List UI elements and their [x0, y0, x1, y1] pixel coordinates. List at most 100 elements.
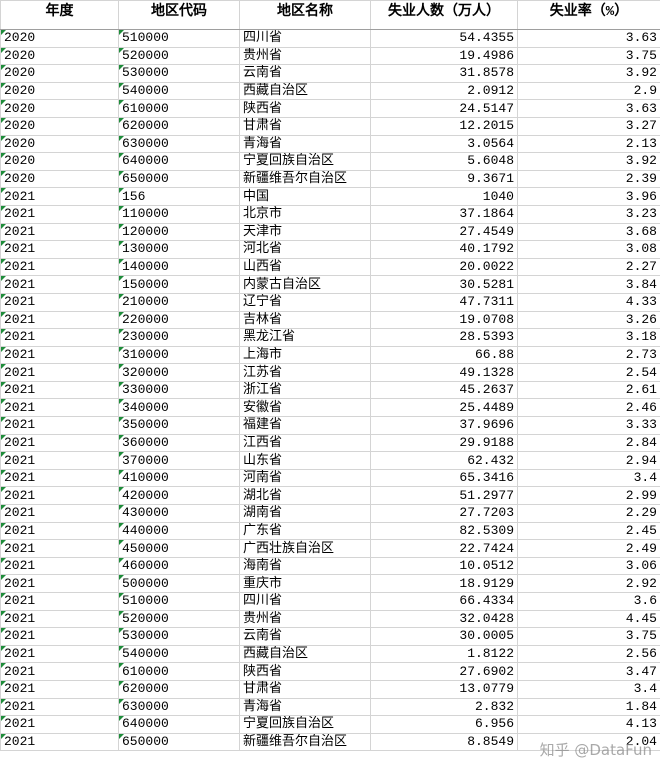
table-cell: 3.92 — [517, 152, 660, 171]
table-cell: 2021 — [0, 504, 119, 523]
table-row: 2020 620000 甘肃省 12.2015 3.27 — [0, 116, 660, 136]
table-row: 2021 440000 广东省 82.5309 2.45 — [0, 521, 660, 541]
table-cell: 2020 — [0, 29, 119, 48]
table-cell: 吉林省 — [239, 310, 371, 330]
table-cell: 156 — [118, 187, 240, 206]
table-cell: 2.13 — [517, 134, 660, 154]
table-row: 2021 220000 吉林省 19.0708 3.26 — [0, 310, 660, 330]
table-cell: 2021 — [0, 592, 119, 611]
table-cell: 51.2977 — [370, 486, 518, 506]
table-cell: 3.4 — [517, 679, 660, 699]
table-cell: 3.63 — [517, 29, 660, 48]
table-cell: 18.9129 — [370, 574, 518, 593]
table-row: 2020 610000 陕西省 24.5147 3.63 — [0, 99, 660, 118]
table-cell: 27.7203 — [370, 504, 518, 523]
data-table: 年度 地区代码 地区名称 失业人数（万人） 失业率（%） 2020 510000 四川省 54… — [0, 0, 660, 752]
table-cell: 27.6902 — [370, 662, 518, 681]
table-cell: 2021 — [0, 468, 119, 488]
table-cell: 630000 — [118, 134, 240, 154]
table-cell: 上海市 — [239, 345, 371, 365]
table-cell: 37.1864 — [370, 204, 518, 224]
table-row: 2020 630000 青海省 3.0564 2.13 — [0, 134, 660, 154]
table-cell: 2.39 — [517, 169, 660, 189]
table-row: 2021 610000 陕西省 27.6902 3.47 — [0, 662, 660, 681]
table-row: 2020 510000 四川省 54.4355 3.63 — [0, 29, 660, 48]
table-cell: 湖南省 — [239, 504, 371, 523]
table-cell: 1.8122 — [370, 644, 518, 664]
table-cell: 2020 — [0, 169, 119, 189]
table-cell: 110000 — [118, 204, 240, 224]
table-cell: 460000 — [118, 556, 240, 576]
table-cell: 2021 — [0, 662, 119, 681]
table-row: 2021 530000 云南省 30.0005 3.75 — [0, 627, 660, 646]
table-cell: 2.84 — [517, 433, 660, 453]
table-cell: 2.832 — [370, 697, 518, 717]
table-cell: 甘肃省 — [239, 679, 371, 699]
table-cell: 450000 — [118, 539, 240, 558]
table-cell: 30.5281 — [370, 275, 518, 294]
table-cell: 海南省 — [239, 556, 371, 576]
table-cell: 29.9188 — [370, 433, 518, 453]
table-cell: 410000 — [118, 468, 240, 488]
table-cell: 3.0564 — [370, 134, 518, 154]
table-cell: 510000 — [118, 29, 240, 48]
table-row: 2021 130000 河北省 40.1792 3.08 — [0, 240, 660, 259]
table-row: 2021 150000 内蒙古自治区 30.5281 3.84 — [0, 275, 660, 294]
table-cell: 140000 — [118, 257, 240, 277]
table-cell: 620000 — [118, 116, 240, 136]
table-cell: 610000 — [118, 99, 240, 118]
header-row: 年度 地区代码 地区名称 失业人数（万人） 失业率（%） — [0, 0, 660, 30]
table-cell: 310000 — [118, 345, 240, 365]
table-row: 2020 530000 云南省 31.8578 3.92 — [0, 64, 660, 83]
table-cell: 新疆维吾尔自治区 — [239, 169, 371, 189]
table-cell: 2021 — [0, 275, 119, 294]
table-cell: 陕西省 — [239, 99, 371, 118]
table-cell: 3.27 — [517, 116, 660, 136]
table-row: 2021 540000 西藏自治区 1.8122 2.56 — [0, 644, 660, 664]
table-row: 2021 430000 湖南省 27.7203 2.29 — [0, 504, 660, 523]
table-cell: 云南省 — [239, 64, 371, 83]
table-cell: 西藏自治区 — [239, 644, 371, 664]
table-cell: 北京市 — [239, 204, 371, 224]
table-cell: 陕西省 — [239, 662, 371, 681]
table-cell: 云南省 — [239, 627, 371, 646]
table-cell: 82.5309 — [370, 521, 518, 541]
table-cell: 2021 — [0, 222, 119, 242]
table-cell: 2020 — [0, 152, 119, 171]
table-cell: 8.8549 — [370, 732, 518, 752]
table-row: 2021 640000 宁夏回族自治区 6.956 4.13 — [0, 715, 660, 734]
table-cell: 2.49 — [517, 539, 660, 558]
table-cell: 520000 — [118, 609, 240, 629]
table-cell: 2.73 — [517, 345, 660, 365]
table-cell: 2020 — [0, 99, 119, 118]
table-cell: 2021 — [0, 257, 119, 277]
table-cell: 4.13 — [517, 715, 660, 734]
table-cell: 120000 — [118, 222, 240, 242]
table-cell: 650000 — [118, 732, 240, 752]
table-cell: 3.96 — [517, 187, 660, 206]
table-cell: 20.0022 — [370, 257, 518, 277]
table-cell: 440000 — [118, 521, 240, 541]
table-cell: 2.54 — [517, 363, 660, 382]
table-cell: 3.6 — [517, 592, 660, 611]
table-cell: 3.84 — [517, 275, 660, 294]
table-cell: 12.2015 — [370, 116, 518, 136]
table-row: 2021 650000 新疆维吾尔自治区 8.8549 2.04 — [0, 732, 660, 752]
table-row: 2021 110000 北京市 37.1864 3.23 — [0, 204, 660, 224]
table-cell: 天津市 — [239, 222, 371, 242]
table-cell: 江西省 — [239, 433, 371, 453]
table-cell: 3.92 — [517, 64, 660, 83]
table-row: 2021 510000 四川省 66.4334 3.6 — [0, 592, 660, 611]
table-row: 2021 310000 上海市 66.88 2.73 — [0, 345, 660, 365]
table-cell: 22.7424 — [370, 539, 518, 558]
table-cell: 中国 — [239, 187, 371, 206]
table-cell: 30.0005 — [370, 627, 518, 646]
table-cell: 320000 — [118, 363, 240, 382]
table-cell: 2021 — [0, 398, 119, 418]
table-row: 2020 520000 贵州省 19.4986 3.75 — [0, 46, 660, 66]
table-cell: 贵州省 — [239, 609, 371, 629]
table-cell: 新疆维吾尔自治区 — [239, 732, 371, 752]
table-cell: 2.61 — [517, 380, 660, 400]
table-cell: 54.4355 — [370, 29, 518, 48]
